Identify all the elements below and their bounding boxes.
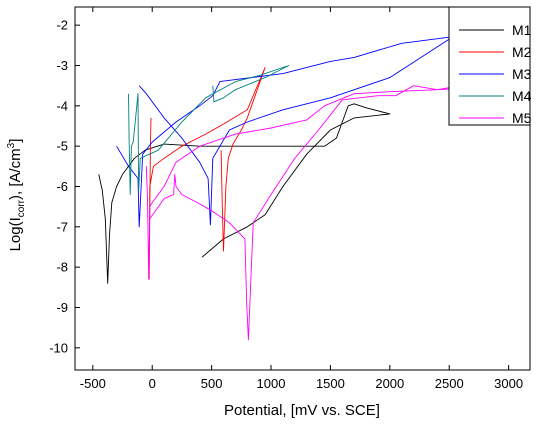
legend-items: M1 M2 M3 M4 M5 [459,22,532,126]
y-tick-label: -4 [56,98,68,113]
y-tick-label: -9 [56,300,68,315]
y-tick-label: -8 [56,260,68,275]
y-axis-label: Log(Icorr), [A/cm3] [6,139,27,252]
legend-label-m1: M1 [512,22,532,38]
x-tick-label: 1000 [257,376,286,391]
axis-ticks: -500 0 500 1000 1500 2000 2500 3000 -2 -3 -4 -5 -6 -7… [49,7,523,391]
y-tick-label: -6 [56,179,68,194]
series-lines [98,34,510,341]
x-tick-label: 3000 [494,376,523,391]
y-axis-label-rest: ), [A/cm [7,148,24,200]
legend-label-m4: M4 [512,88,532,104]
plot-area: -500 0 500 1000 1500 2000 2500 3000 -2 -3 -4 -5 -6 -7… [49,6,531,391]
x-tick-label: 2000 [375,376,404,391]
y-tick-label: -7 [56,219,68,234]
x-tick-label: 0 [149,376,156,391]
series-line-m3 [116,34,456,228]
series-line-m4 [128,65,290,196]
series-line-m2 [148,67,266,280]
y-tick-label: -5 [56,139,68,154]
y-tick-label: -10 [49,340,68,355]
legend: M1 M2 M3 M4 M5 [448,6,532,126]
x-tick-label: -500 [80,376,106,391]
x-axis-label: Potential, [mV vs. SCE] [224,402,380,419]
series-line-m1 [98,103,391,284]
legend-label-m2: M2 [512,44,532,60]
legend-label-m3: M3 [512,66,532,82]
x-tick-label: 2500 [435,376,464,391]
legend-box [448,6,531,126]
y-tick-label: -2 [56,18,68,33]
legend-label-m5: M5 [512,110,532,126]
y-axis-label-sup: 3 [6,142,17,148]
x-tick-label: 500 [201,376,223,391]
y-tick-label: -3 [56,58,68,73]
plot-frame [74,6,531,371]
y-axis-label-main: Log(I [7,217,24,251]
y-axis-label-close: ] [7,139,24,143]
y-axis-label-sub: corr [16,199,27,217]
x-tick-label: 1500 [316,376,345,391]
